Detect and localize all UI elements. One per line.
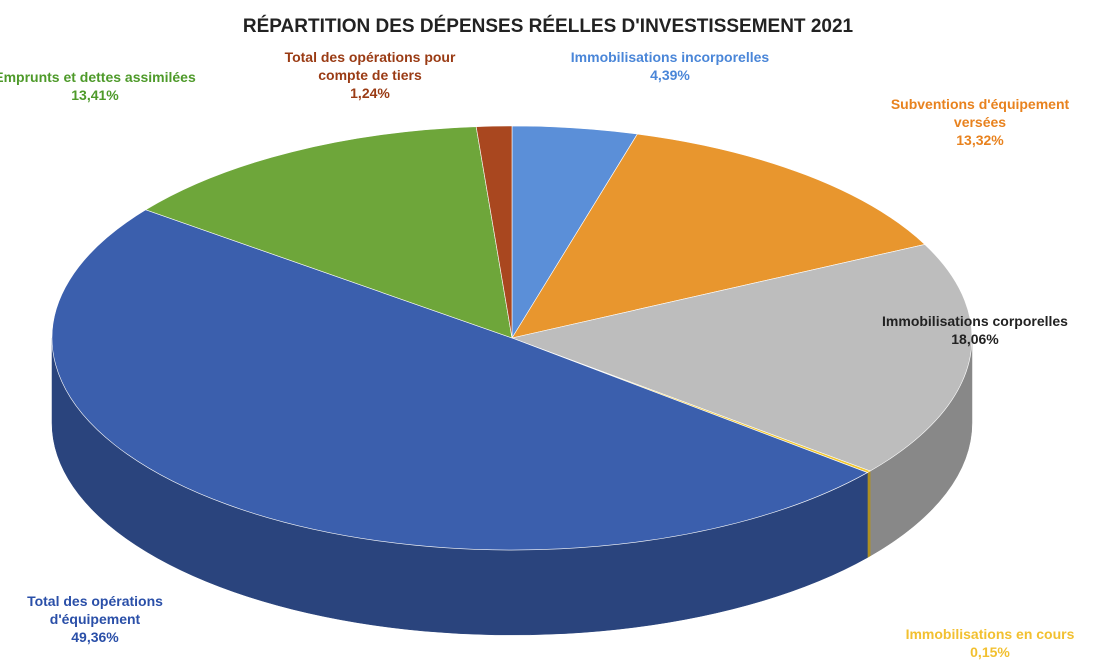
value-label: 13,32%: [956, 132, 1004, 148]
pie-slice: [51, 209, 869, 551]
category-label: Immobilisations incorporelles: [570, 49, 770, 65]
category-label: Total des opérations d'équipement: [27, 593, 163, 627]
value-label: 49,36%: [71, 629, 119, 645]
value-label: 18,06%: [951, 331, 999, 347]
value-label: 0,15%: [970, 644, 1010, 660]
slice-label: Immobilisations incorporelles 4,39%: [565, 48, 775, 84]
category-label: Immobilisations en cours: [905, 626, 1075, 642]
pie-side: [867, 470, 871, 558]
pie-slice: [511, 133, 926, 339]
value-label: 4,39%: [650, 67, 690, 83]
pie-slice: [475, 125, 513, 339]
slice-label: Total des opérations d'équipement 49,36%: [0, 592, 200, 646]
category-label: Immobilisations corporelles: [882, 313, 1068, 329]
value-label: 13,41%: [71, 87, 119, 103]
pie-slice: [145, 126, 513, 339]
chart-title: RÉPARTITION DES DÉPENSES RÉELLES D'INVES…: [242, 16, 854, 37]
category-label: Emprunts et dettes assimilées: [0, 69, 196, 85]
slice-label: Immobilisations en cours 0,15%: [885, 625, 1095, 661]
value-label: 1,24%: [350, 85, 390, 101]
pie-slice: [510, 244, 973, 472]
slice-label: Emprunts et dettes assimilées 13,41%: [0, 68, 200, 104]
slice-label: Immobilisations corporelles 18,06%: [855, 312, 1095, 348]
slice-label: Total des opérations pour compte de tier…: [265, 48, 475, 102]
slice-label: Subventions d'équipement versées 13,32%: [875, 95, 1085, 149]
category-label: Total des opérations pour compte de tier…: [284, 49, 456, 83]
category-label: Subventions d'équipement versées: [890, 96, 1070, 130]
